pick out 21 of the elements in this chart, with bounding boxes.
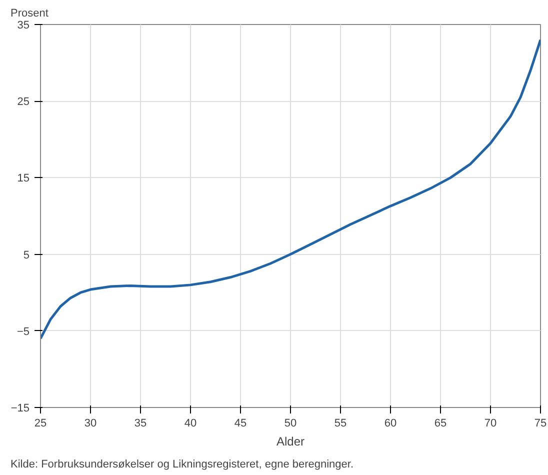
x-tick-label: 25 — [34, 418, 47, 430]
y-tick-label: −5 — [16, 326, 30, 338]
y-axis-title: Prosent — [10, 8, 48, 20]
x-tick-label: 65 — [434, 418, 447, 430]
y-tick-label: 15 — [17, 172, 30, 185]
text: Kilde: Forbruksundersøkelser og Likningsregisteret, egne beregninger. — [10, 458, 354, 470]
x-axis-title: Alder — [276, 434, 305, 448]
x-tick-label: 30 — [84, 418, 97, 430]
x-tick-label: 70 — [484, 418, 497, 430]
x-tick-label: 75 — [534, 418, 547, 430]
y-tick-label: −15 — [10, 402, 30, 414]
line-series — [40, 38, 540, 340]
y-tick-label: 25 — [17, 96, 30, 108]
y-tick-label: 5 — [23, 249, 30, 262]
x-tick-label: 40 — [184, 418, 197, 430]
x-tick-label: 60 — [384, 418, 397, 430]
x-tick-label: 50 — [284, 418, 297, 430]
x-tick-label: 45 — [234, 418, 247, 430]
x-tick-label: 55 — [334, 418, 347, 430]
x-tick-label: 35 — [134, 418, 147, 430]
y-tick-label: 35 — [17, 20, 30, 32]
